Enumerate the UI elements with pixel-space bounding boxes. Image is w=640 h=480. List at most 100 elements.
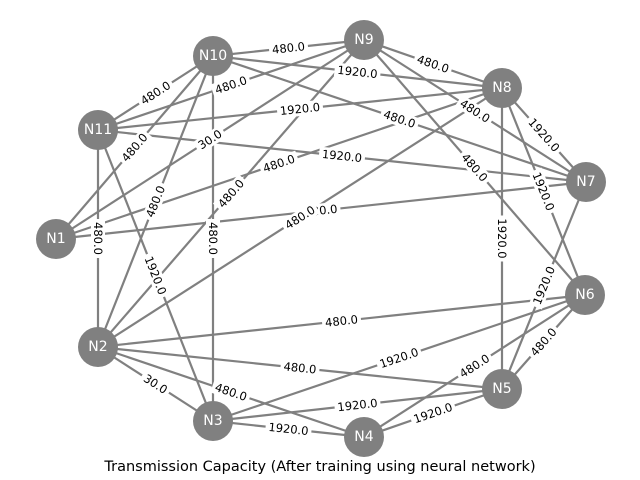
edge-label-background xyxy=(141,180,170,223)
graph-caption: Transmission Capacity (After training us… xyxy=(104,459,536,475)
edge-label-background xyxy=(378,106,421,132)
edge-label: 1920.0 xyxy=(337,396,379,414)
edge-label-background xyxy=(528,167,559,216)
edge-label-background xyxy=(210,72,252,98)
node-n9: N9 xyxy=(344,20,384,60)
edge-label-group: 480.0 xyxy=(268,38,309,58)
node-circle xyxy=(482,68,522,108)
edge-label-group: 480.0 xyxy=(321,311,362,331)
node-n1: N1 xyxy=(36,219,76,259)
edge-label: 1920.0 xyxy=(530,170,558,213)
edge-label: 1920.0 xyxy=(412,400,455,426)
edge-label-group: 1920.0 xyxy=(528,167,559,216)
edge-label-background xyxy=(116,128,153,167)
edge-label-group: 1920.0 xyxy=(523,113,565,157)
edge-label-background xyxy=(321,311,362,331)
node-label: N5 xyxy=(492,381,511,397)
edge-label-background xyxy=(279,359,321,377)
edge-label-background xyxy=(264,419,313,439)
edge-label-background xyxy=(258,150,300,177)
node-n10: N10 xyxy=(193,36,233,76)
edge-label: 480.0 xyxy=(282,203,317,233)
node-label: N8 xyxy=(492,80,511,96)
node-n3: N3 xyxy=(193,401,233,441)
edge-label-group: 1920.0 xyxy=(264,419,313,439)
edge-label-background xyxy=(408,398,458,428)
node-circle xyxy=(566,162,606,202)
node-label: N6 xyxy=(575,287,594,303)
node-n2: N2 xyxy=(78,327,118,367)
node-circle xyxy=(78,327,118,367)
edge-label: 480.0 xyxy=(213,380,249,404)
edge-label-group: 1920.0 xyxy=(528,261,560,310)
edge-label: 480.0 xyxy=(138,78,173,108)
edge-label: 480.0 xyxy=(261,152,297,176)
edge-label-background xyxy=(210,379,252,405)
edge-label-background xyxy=(454,349,495,383)
edge-label-background xyxy=(525,322,562,362)
edge-label-background xyxy=(91,219,105,258)
node-circle xyxy=(344,20,384,60)
edge-label: 480.0 xyxy=(118,130,150,164)
node-label: N7 xyxy=(576,174,595,190)
edge-label: 1920.0 xyxy=(321,147,363,165)
edge-label-background xyxy=(412,50,454,78)
node-n4: N4 xyxy=(344,417,384,457)
node-label: N11 xyxy=(84,122,112,138)
edge-label-group: 480.0 xyxy=(210,72,252,98)
edge-label-background xyxy=(279,201,321,234)
edge-label: 1920.0 xyxy=(279,100,320,118)
edge-label-group: 480.0 xyxy=(135,76,176,110)
node-n5: N5 xyxy=(482,369,522,409)
node-label: N10 xyxy=(199,48,227,64)
nodes-layer: N1 N2 N3 N4 N5 N6 N7 N8 N9 N10 N11 xyxy=(36,20,606,457)
edge-label: 480.0 xyxy=(213,73,249,97)
edge-label: 480.0 xyxy=(215,176,247,210)
edge-label: 480.0 xyxy=(415,52,451,76)
node-n8: N8 xyxy=(482,68,522,108)
edge-label-background xyxy=(206,219,220,258)
node-circle xyxy=(193,401,233,441)
edge-label-group: 1920.0 xyxy=(276,99,324,119)
node-label: N2 xyxy=(88,339,107,355)
node-circle xyxy=(344,417,384,457)
edge-label: 1920.0 xyxy=(337,63,379,81)
node-label: N9 xyxy=(354,32,373,48)
node-circle xyxy=(36,219,76,259)
edge-label-background xyxy=(456,148,493,187)
edge-label: 480.0 xyxy=(458,150,490,184)
edge-label-group: 30.0 xyxy=(138,369,173,399)
edge-label-background xyxy=(495,215,509,262)
edge-label-group: 30.0 xyxy=(192,124,228,155)
edge-label: 1920.0 xyxy=(530,264,558,307)
edge-label-group: 480.0 xyxy=(91,219,105,258)
edge-label-group: 480.0 xyxy=(206,219,220,258)
node-label: N3 xyxy=(203,413,222,429)
edge-label-group: 1920.0 xyxy=(318,146,366,166)
node-label: N4 xyxy=(354,429,373,445)
edge-label-group: 480.0 xyxy=(279,359,321,377)
node-circle xyxy=(482,369,522,409)
edge-label-background xyxy=(135,76,176,110)
edge-label-background xyxy=(333,62,382,82)
edge-label: 480.0 xyxy=(283,359,317,376)
node-circle xyxy=(193,36,233,76)
edge-label-background xyxy=(333,395,382,415)
edge-label-background xyxy=(276,99,324,119)
edge-label-group: 480.0 xyxy=(412,50,454,78)
edge-label-background xyxy=(528,261,560,310)
edge-label-group: 1920.0 xyxy=(374,343,424,373)
edge-label: 1920.0 xyxy=(525,115,562,154)
edge-label-background xyxy=(374,343,424,373)
edge-label: 480.0 xyxy=(91,222,105,255)
edge-label: 1920.0 xyxy=(268,420,310,438)
node-circle xyxy=(78,110,118,150)
edge-label-group: 1920.0 xyxy=(495,215,509,262)
node-n7: N7 xyxy=(566,162,606,202)
edge-label-background xyxy=(192,124,228,155)
node-label: N1 xyxy=(46,231,65,247)
edge-label-background xyxy=(318,146,366,166)
edge-label-background xyxy=(140,251,171,300)
edge-label-background xyxy=(454,94,496,128)
